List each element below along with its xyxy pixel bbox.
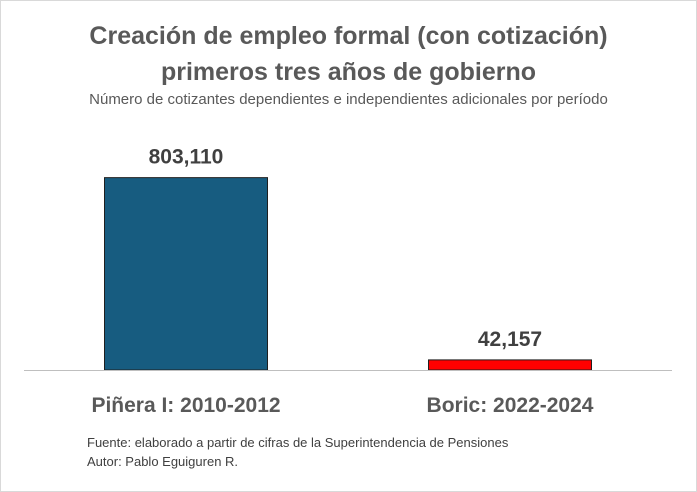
source-note: Fuente: elaborado a partir de cifras de … — [87, 435, 509, 450]
chart-subtitle: Número de cotizantes dependientes e inde… — [89, 91, 608, 108]
bar-2 — [428, 359, 592, 371]
chart-title-line-2: primeros tres años de gobierno — [160, 58, 537, 86]
chart-title-line-1: Creación de empleo formal (con cotizació… — [89, 22, 608, 50]
category-label-1: Piñera I: 2010-2012 — [91, 394, 280, 417]
category-label-2: Boric: 2022-2024 — [427, 394, 594, 417]
author-note: Autor: Pablo Eguiguren R. — [87, 454, 239, 469]
bar-1 — [104, 177, 268, 371]
data-label-1: 803,110 — [149, 146, 224, 169]
data-label-2: 42,157 — [478, 328, 542, 351]
